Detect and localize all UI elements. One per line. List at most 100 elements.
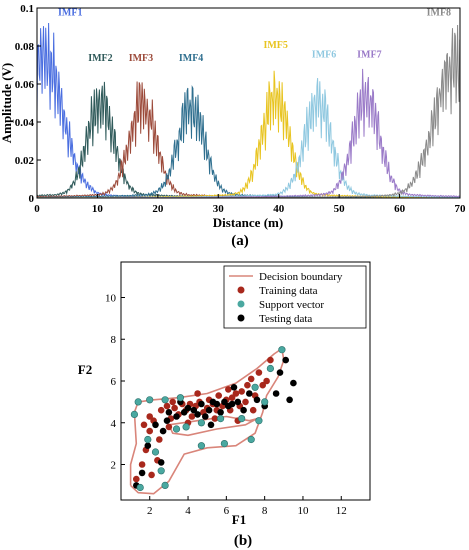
support-vector-point <box>136 483 144 492</box>
x-tick-label: 8 <box>262 505 268 517</box>
testing-point <box>159 427 167 435</box>
testing-point <box>152 421 159 429</box>
imf-label-imf5: IMF5 <box>263 40 287 51</box>
testing-point <box>272 390 280 397</box>
training-point <box>140 421 148 429</box>
support-vector-point <box>130 410 138 418</box>
imf-labels: IMF1 IMF2 IMF3 IMF4 IMF5 IMF6 IMF7 IMF8 <box>58 8 451 65</box>
support-vector-point <box>176 394 184 402</box>
testing-point <box>180 409 188 416</box>
training-point <box>188 413 196 420</box>
x-tick-label: 10 <box>297 505 309 517</box>
testing-points <box>133 356 297 489</box>
training-point <box>228 394 236 401</box>
training-point <box>255 369 263 376</box>
imf-label-imf7: IMF7 <box>357 49 381 60</box>
testing-point <box>282 356 290 364</box>
imf-label-imf8: IMF8 <box>427 8 451 19</box>
imf-label-imf2: IMF2 <box>88 53 112 64</box>
legend-dot-swatch <box>237 300 245 308</box>
x-tick-label: 50 <box>334 203 346 215</box>
x-tick-label: 6 <box>224 505 230 517</box>
training-point <box>163 402 171 410</box>
testing-point <box>230 384 238 391</box>
testing-point <box>221 398 228 406</box>
training-point <box>232 390 240 397</box>
training-point <box>215 392 222 399</box>
legend-dot-swatch <box>237 286 245 294</box>
y-tick-label: 6 <box>111 376 117 388</box>
support-vector-points <box>130 346 286 492</box>
x-tick-label: 60 <box>394 203 406 215</box>
training-point <box>146 413 153 420</box>
training-point <box>194 390 201 397</box>
testing-point <box>144 442 152 449</box>
y-tick-label: 10 <box>105 292 117 304</box>
imf-curves <box>36 22 461 199</box>
testing-point <box>253 396 261 404</box>
y-axis-label: Amplitude (V) <box>0 63 14 144</box>
y-tick-label: 8 <box>111 334 117 346</box>
testing-point <box>202 413 209 420</box>
y-tick-label: 0.02 <box>15 155 35 167</box>
y-tick-label: 0.08 <box>15 41 35 53</box>
training-point <box>225 386 232 393</box>
training-point <box>169 398 176 406</box>
x-tick-label: 70 <box>455 203 467 215</box>
training-point <box>165 423 173 431</box>
legend-box <box>223 265 367 329</box>
support-vector-point <box>261 398 269 406</box>
panel-label-b: (b) <box>234 533 252 549</box>
legend: Decision boundary Training data Support ve… <box>223 265 367 329</box>
legend-label: Training data <box>259 285 318 297</box>
legend-dot-swatch <box>237 314 245 322</box>
testing-point <box>184 404 192 412</box>
support-vector-point <box>247 435 255 444</box>
testing-point <box>240 406 247 414</box>
panel-label-a: (a) <box>231 233 249 249</box>
training-point <box>244 381 251 389</box>
support-vector-point <box>217 415 225 423</box>
x-tick-label: 0 <box>34 203 40 215</box>
support-vector-point <box>144 435 152 444</box>
support-vector-point <box>278 346 286 354</box>
training-point <box>247 375 255 383</box>
imf-series-imf5 <box>37 70 460 199</box>
support-vector-point <box>266 364 275 373</box>
imf-label-imf4: IMF4 <box>179 53 203 64</box>
legend-label: Support vector <box>259 299 324 311</box>
y-axis-label: F2 <box>78 362 92 377</box>
testing-point <box>205 406 213 414</box>
imf-label-imf3: IMF3 <box>129 53 153 64</box>
support-vector-point <box>251 383 259 391</box>
legend-label: Testing data <box>259 313 312 325</box>
training-point <box>267 356 274 364</box>
support-vector-point <box>182 423 190 431</box>
training-point <box>171 404 178 412</box>
svm-scatter-chart: 2 4 6 8 10 12 2 4 6 8 10 Decision boundary Trainin… <box>78 261 371 549</box>
testing-point <box>290 379 297 387</box>
y-tick-label: 4 <box>111 418 117 430</box>
testing-point <box>194 411 201 418</box>
testing-point <box>157 459 165 466</box>
testing-point <box>207 421 215 429</box>
x-tick-label: 10 <box>92 203 104 215</box>
testing-point <box>234 398 242 406</box>
y-tick-label: 0 <box>29 193 35 205</box>
y-tick-label: 0.04 <box>15 117 35 129</box>
support-vector-point <box>197 419 205 427</box>
y-tick-label: 0.06 <box>15 79 35 91</box>
training-point <box>242 398 249 406</box>
training-points <box>133 356 274 483</box>
support-vector-point <box>134 398 142 406</box>
training-point <box>133 475 140 483</box>
imf-label-imf1: IMF1 <box>58 8 82 19</box>
imf-amplitude-chart: 0 10 20 30 40 50 60 70 0 0.02 0.04 0.06 0.08 0.1 IMF… <box>0 3 467 249</box>
testing-point <box>217 409 224 416</box>
testing-point <box>138 469 146 477</box>
support-vector-point <box>172 425 181 433</box>
testing-point <box>198 400 205 408</box>
training-point <box>138 461 146 468</box>
x-ticks: 2 4 6 8 10 12 <box>147 496 347 517</box>
testing-point <box>163 417 171 424</box>
